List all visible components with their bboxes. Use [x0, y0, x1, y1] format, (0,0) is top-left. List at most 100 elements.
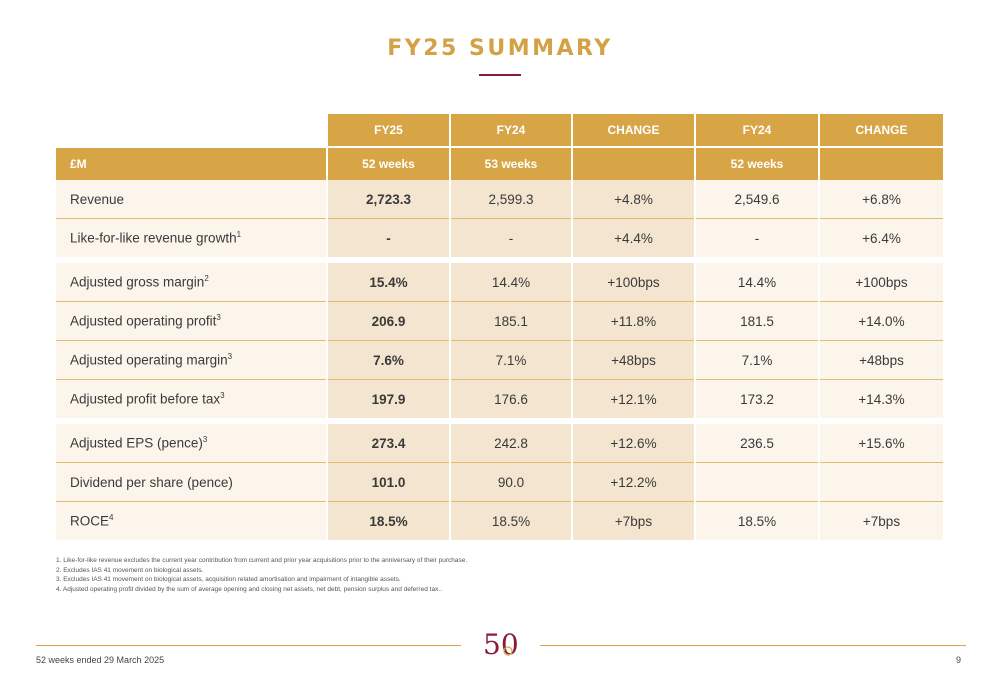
row-label-text: Dividend per share (pence): [70, 474, 233, 490]
footnote-ref: 1: [236, 230, 242, 240]
footnote: 3. Excludes IAS 41 movement on biologica…: [56, 576, 401, 583]
cell-change-52: +48bps: [818, 340, 943, 380]
cell-fy25: 197.9: [326, 379, 450, 418]
cell-change: +12.2%: [571, 462, 695, 502]
row-label-text: Revenue: [70, 191, 125, 207]
cell-fy25: 101.0: [326, 462, 450, 502]
header-blank: [56, 114, 327, 148]
table-row: Adjusted gross margin2 15.4% 14.4% +100bps 1…: [56, 263, 943, 302]
footnote-ref: 3: [220, 391, 225, 401]
row-label: Adjusted operating profit3: [56, 301, 327, 341]
header-weeks-fy24: 53 weeks: [449, 147, 572, 180]
footnote-ref: 3: [202, 435, 208, 445]
cell-fy24-52: 18.5%: [694, 501, 819, 540]
cell-fy24: 242.8: [449, 424, 572, 463]
cell-fy24-52: 7.1%: [694, 340, 819, 380]
cell-fy24: 176.6: [449, 379, 572, 418]
table-row: Like-for-like revenue growth1- - +4.4% - +6.…: [56, 218, 943, 257]
row-label: Adjusted operating margin3: [56, 340, 327, 380]
table-row: Adjusted EPS (pence)3 273.4 242.8 +12.6% 236…: [56, 424, 943, 463]
row-label: Like-for-like revenue growth1: [56, 218, 327, 257]
cell-fy24-52: 236.5: [694, 424, 819, 463]
table-row: Revenue 2,723.3 2,599.3 +4.8% 2,549.6 +6.8%: [56, 180, 943, 219]
cell-fy24-52: 14.4%: [694, 263, 819, 302]
footnote-ref: 3: [227, 352, 233, 362]
footer-divider-right: [540, 645, 966, 646]
footnote: 2. Excludes IAS 41 movement on biologica…: [56, 566, 204, 574]
footnotes: 1. Like-for-like revenue excludes the cu…: [56, 556, 467, 594]
cell-change-52: +7bps: [818, 501, 943, 540]
footnote-ref: 3: [216, 313, 221, 323]
cell-fy24-52: [694, 462, 819, 502]
logo-text: 50: [483, 628, 519, 661]
header-change: CHANGE: [571, 114, 695, 148]
header-fy24-52: FY24: [694, 114, 819, 148]
cell-fy25: 7.6%: [326, 340, 450, 380]
cell-fy24: 7.1%: [449, 340, 572, 380]
title-underline: [479, 74, 521, 76]
row-label: Revenue: [56, 180, 327, 219]
cell-change: +12.6%: [571, 424, 695, 463]
table-body: Revenue 2,723.3 2,599.3 +4.8% 2,549.6 +6.8% Li…: [56, 180, 943, 540]
cell-change: +12.1%: [571, 379, 695, 418]
row-label-text: Adjusted profit before tax: [70, 391, 221, 407]
footnote-ref: 4: [109, 513, 114, 523]
cell-change: +11.8%: [571, 301, 695, 341]
footnote-ref: 2: [204, 274, 209, 284]
table-row: Adjusted operating margin3 7.6% 7.1% +48bps…: [56, 340, 943, 380]
cell-fy24-52: 2,549.6: [694, 180, 819, 219]
header-weeks-fy24-52: 52 weeks: [694, 147, 819, 180]
header-weeks-fy25: 52 weeks: [326, 147, 450, 180]
row-label: Adjusted EPS (pence)3: [56, 424, 327, 463]
footnote: 4. Adjusted operating profit divided by …: [56, 585, 442, 593]
cell-fy25: 2,723.3: [326, 180, 450, 219]
cell-change-52: +14.3%: [818, 379, 943, 418]
cell-fy24: 18.5%: [449, 501, 572, 540]
row-label: Adjusted profit before tax3: [56, 379, 327, 418]
cell-change-52: +6.8%: [818, 180, 943, 219]
table-row: ROCE4 18.5% 18.5% +7bps 18.5% +7bps: [56, 501, 943, 540]
footnote: 1. Like-for-like revenue excludes the cu…: [56, 557, 468, 564]
header-currency-label: £M: [56, 147, 327, 180]
table-row: Adjusted operating profit3 206.9 185.1 +11.…: [56, 301, 943, 341]
header-weeks-change: [571, 147, 695, 180]
section-spacer: [56, 257, 943, 263]
cell-fy24: -: [449, 218, 572, 257]
cell-change: +7bps: [571, 501, 695, 540]
row-label-text: Adjusted EPS (pence): [70, 435, 203, 451]
cell-fy24: 90.0: [449, 462, 572, 502]
cell-change: +4.8%: [571, 180, 695, 219]
cell-change-52: +6.4%: [818, 218, 943, 257]
cell-fy24: 2,599.3: [449, 180, 572, 219]
row-label: Adjusted gross margin2: [56, 263, 327, 302]
row-label: Dividend per share (pence): [56, 462, 327, 502]
cell-fy24-52: 173.2: [694, 379, 819, 418]
header-fy24: FY24: [449, 114, 572, 148]
header-weeks-change-52: [818, 147, 943, 180]
cell-change-52: +100bps: [818, 263, 943, 302]
cell-change-52: [818, 462, 943, 502]
row-label-text: ROCE: [70, 513, 110, 529]
cell-fy24-52: 181.5: [694, 301, 819, 341]
row-label-text: Adjusted operating profit: [70, 313, 217, 329]
section-spacer: [56, 418, 943, 424]
cell-fy25: 15.4%: [326, 263, 450, 302]
cell-change: +48bps: [571, 340, 695, 380]
cell-change-52: +15.6%: [818, 424, 943, 463]
page-title: FY25 SUMMARY: [387, 36, 613, 61]
header-change-52: CHANGE: [818, 114, 943, 148]
row-label-text: Adjusted gross margin: [70, 274, 205, 290]
cell-fy24: 14.4%: [449, 263, 572, 302]
table-row: Adjusted profit before tax3 197.9 176.6 +12…: [56, 379, 943, 418]
summary-table: FY25 FY24 CHANGE FY24 CHANGE £M 52 weeks…: [56, 114, 943, 540]
cell-fy25: 273.4: [326, 424, 450, 463]
footer-divider-left: [36, 645, 461, 646]
cell-change: +100bps: [571, 263, 695, 302]
row-label-text: Like-for-like revenue growth: [70, 230, 237, 246]
header-fy25: FY25: [326, 114, 450, 148]
footer-period-label: 52 weeks ended 29 March 2025: [36, 655, 165, 665]
header-row-periods: FY25 FY24 CHANGE FY24 CHANGE: [56, 114, 943, 148]
row-label: ROCE4: [56, 501, 327, 540]
table-row: Dividend per share (pence) 101.0 90.0 +12.2…: [56, 462, 943, 502]
50-anniversary-logo: 50: [483, 628, 519, 661]
